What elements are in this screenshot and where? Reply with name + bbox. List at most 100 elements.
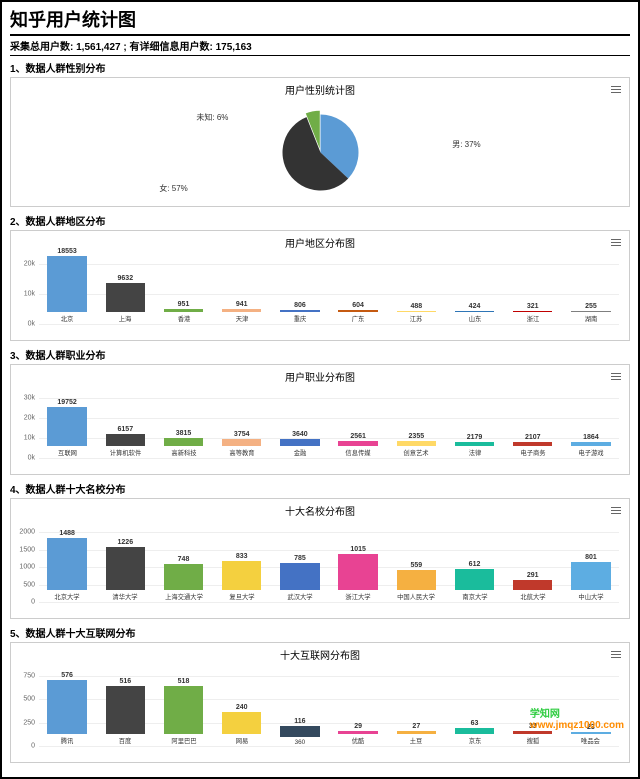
bar[interactable]	[397, 731, 436, 734]
bar-col: 576 腾讯	[39, 672, 95, 746]
bar[interactable]	[455, 569, 494, 590]
bar-value: 1226	[118, 539, 134, 546]
bar[interactable]	[164, 438, 203, 446]
bar-value: 19752	[57, 399, 76, 406]
bar-col: 518 阿里巴巴	[155, 678, 211, 746]
region-chart-title: 用户地区分布图	[11, 231, 629, 250]
bar[interactable]	[280, 726, 319, 737]
bar-label: 湖南	[585, 315, 598, 324]
chart-menu-icon[interactable]	[611, 237, 621, 247]
y-tick: 30k	[24, 395, 35, 402]
bar-value: 1864	[583, 434, 599, 441]
bar[interactable]	[106, 434, 145, 446]
chart-menu-icon[interactable]	[611, 505, 621, 515]
bar-col: 2355 创意艺术	[388, 433, 444, 458]
bar[interactable]	[513, 311, 552, 312]
watermark-text2: www.jmqz1000.com	[530, 720, 624, 731]
bar[interactable]	[280, 310, 319, 312]
y-tick: 10k	[24, 291, 35, 298]
bar-value: 1015	[350, 546, 366, 553]
bar[interactable]	[47, 680, 86, 734]
bar[interactable]	[222, 309, 261, 312]
bar-value: 3815	[176, 430, 192, 437]
bar[interactable]	[280, 563, 319, 590]
bar-label: 法律	[468, 449, 481, 458]
bar[interactable]	[222, 712, 261, 734]
bar-col: 240 网易	[214, 704, 270, 746]
bar-label: 上海交通大学	[165, 593, 203, 602]
bar-label: 北航大学	[520, 593, 545, 602]
chart-menu-icon[interactable]	[611, 371, 621, 381]
bar[interactable]	[338, 310, 377, 312]
pie-label-female: 女: 57%	[159, 183, 187, 194]
bar-value: 18553	[57, 248, 76, 255]
bar[interactable]	[106, 686, 145, 734]
pie-chart-title: 用户性别统计图	[11, 78, 629, 97]
bar[interactable]	[222, 439, 261, 447]
bar-col: 1226 清华大学	[97, 539, 153, 602]
bar-col: 1015 浙江大学	[330, 546, 386, 602]
bar[interactable]	[280, 439, 319, 446]
bar-label: 土豆	[410, 737, 423, 746]
bar-label: 搜狐	[526, 737, 539, 746]
bar[interactable]	[397, 441, 436, 446]
bar[interactable]	[571, 732, 610, 734]
y-tick: 20k	[24, 414, 35, 421]
bar-label: 阿里巴巴	[171, 737, 196, 746]
bar[interactable]	[455, 728, 494, 734]
region-chart-box: 用户地区分布图 0k10k20k 18553 北京 9632 上海 951 香港…	[10, 230, 630, 341]
bar[interactable]	[571, 562, 610, 590]
section-internet-label: 5、数据人群十大互联网分布	[10, 625, 630, 640]
bar[interactable]	[47, 407, 86, 447]
bar-value: 833	[236, 553, 248, 560]
bar-col: 941 天津	[214, 301, 270, 324]
bar[interactable]	[164, 309, 203, 312]
bar[interactable]	[106, 547, 145, 590]
bar-label: 信息传媒	[346, 449, 371, 458]
watermark-text1: 学知网	[530, 709, 560, 720]
bar[interactable]	[338, 731, 377, 734]
bar[interactable]	[338, 554, 377, 590]
bar[interactable]	[513, 731, 552, 734]
bar-col: 2561 信息传媒	[330, 433, 386, 458]
bar[interactable]	[47, 538, 86, 590]
y-axis: 0250500750	[11, 676, 37, 746]
bar-label: 创意艺术	[404, 449, 429, 458]
y-tick: 750	[23, 673, 35, 680]
bar[interactable]	[397, 570, 436, 590]
bar[interactable]	[47, 256, 86, 312]
bar-col: 3640 金融	[272, 431, 328, 458]
bar[interactable]	[338, 441, 377, 446]
internet-chart-box: 十大互联网分布图 0250500750 576 腾讯 516 百度 518 阿里…	[10, 642, 630, 763]
bar[interactable]	[571, 442, 610, 446]
bar[interactable]	[455, 442, 494, 446]
bar-label: 计算机软件	[110, 449, 142, 458]
y-axis: 0k10k20k	[11, 264, 37, 324]
bar[interactable]	[222, 561, 261, 590]
bar-label: 电子商务	[520, 449, 545, 458]
bar[interactable]	[513, 580, 552, 590]
bar[interactable]	[164, 686, 203, 734]
bar[interactable]	[164, 564, 203, 590]
bar-value: 2561	[350, 433, 366, 440]
bar[interactable]	[513, 442, 552, 446]
bar[interactable]	[455, 311, 494, 312]
chart-menu-icon[interactable]	[611, 649, 621, 659]
bar-col: 255 湖南	[563, 303, 619, 324]
bar[interactable]	[106, 283, 145, 312]
region-barchart: 0k10k20k 18553 北京 9632 上海 951 香港 941 天津 …	[11, 250, 629, 340]
bar-label: 香港	[177, 315, 190, 324]
bar-label: 江苏	[410, 315, 423, 324]
bar-col: 1488 北京大学	[39, 530, 95, 602]
chart-menu-icon[interactable]	[611, 84, 621, 94]
bar[interactable]	[571, 311, 610, 312]
bar-label: 金融	[294, 449, 307, 458]
bar-col: 3815 高新科技	[155, 430, 211, 458]
bar-label: 重庆	[294, 315, 307, 324]
bar[interactable]	[397, 311, 436, 312]
section-gender-label: 1、数据人群性别分布	[10, 60, 630, 75]
bar-col: 806 重庆	[272, 302, 328, 324]
bar-value: 240	[236, 704, 248, 711]
bar-label: 广东	[352, 315, 365, 324]
bar-value: 27	[412, 723, 420, 730]
